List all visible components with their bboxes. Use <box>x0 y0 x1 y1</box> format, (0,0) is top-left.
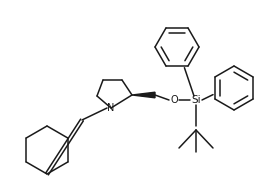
Polygon shape <box>132 92 155 98</box>
Text: N: N <box>107 103 115 113</box>
Text: Si: Si <box>191 95 201 105</box>
Text: O: O <box>170 95 178 105</box>
